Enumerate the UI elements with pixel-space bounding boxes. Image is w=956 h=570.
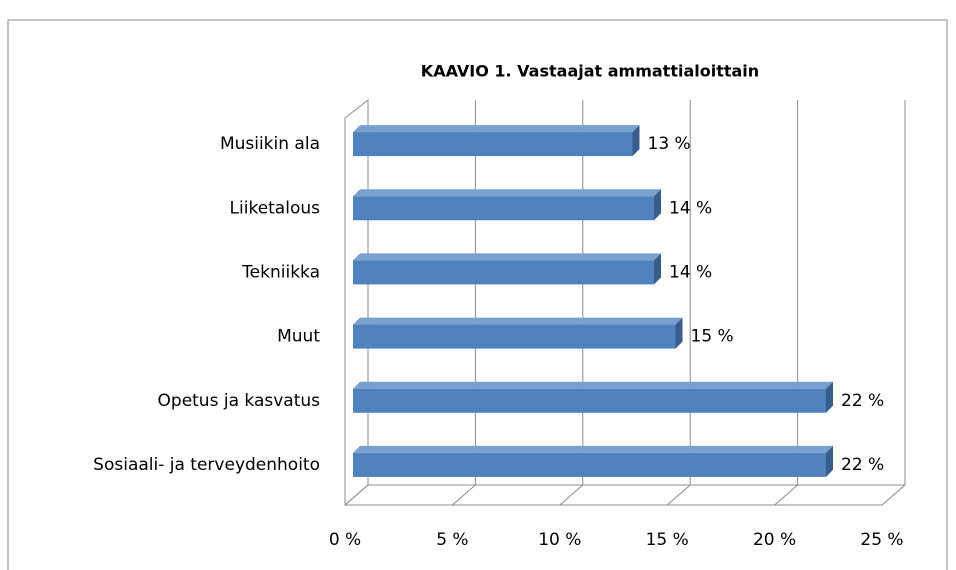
floor-grid-line [666, 484, 691, 506]
x-tick-label: 20 % [753, 530, 796, 550]
y-tick-label: Musiikin ala [220, 134, 320, 154]
chart-title: KAAVIO 1. Vastaajat ammattialoittain [421, 62, 759, 81]
x-tick-label: 15 % [646, 530, 689, 550]
chart-frame [7, 19, 948, 570]
bar-top [353, 189, 661, 197]
y-tick-label: Sosiaali- ja terveydenhoito [93, 455, 320, 475]
bar [353, 260, 654, 285]
data-label: 22 % [841, 391, 884, 411]
data-label: 22 % [841, 455, 884, 475]
bar-side [654, 189, 661, 221]
y-tick-label: Muut [277, 327, 320, 347]
floor-grid-line [344, 484, 369, 506]
bar [353, 452, 826, 477]
bar-side [675, 317, 683, 349]
x-tick-label: 25 % [860, 530, 903, 550]
floor-grid-line [774, 484, 798, 506]
y-tick-label: Tekniikka [241, 262, 320, 282]
data-label: 15 % [691, 327, 734, 347]
x-tick-label: 5 % [436, 530, 468, 550]
x-tick-label: 10 % [538, 530, 581, 550]
bar [353, 196, 654, 221]
bar-top [353, 253, 661, 261]
y-tick-label: Liiketalous [230, 198, 321, 218]
bar-side [826, 381, 833, 413]
bar-side [632, 125, 640, 157]
bar [353, 132, 633, 157]
floor-grid-line [559, 484, 584, 506]
data-label: 13 % [648, 134, 691, 154]
floor-grid-line [881, 484, 906, 506]
data-label: 14 % [669, 262, 712, 282]
bar-top [353, 381, 833, 389]
bar-top [353, 445, 833, 453]
bar [353, 388, 826, 413]
floor-grid-line [452, 484, 476, 506]
x-tick-label: 0 % [329, 530, 361, 550]
bar-top [353, 125, 640, 133]
bar-side [826, 445, 833, 477]
bar-side [654, 253, 661, 285]
data-label: 14 % [669, 198, 712, 218]
bar [353, 324, 676, 349]
bar-top [353, 317, 683, 325]
y-tick-label: Opetus ja kasvatus [158, 391, 321, 411]
